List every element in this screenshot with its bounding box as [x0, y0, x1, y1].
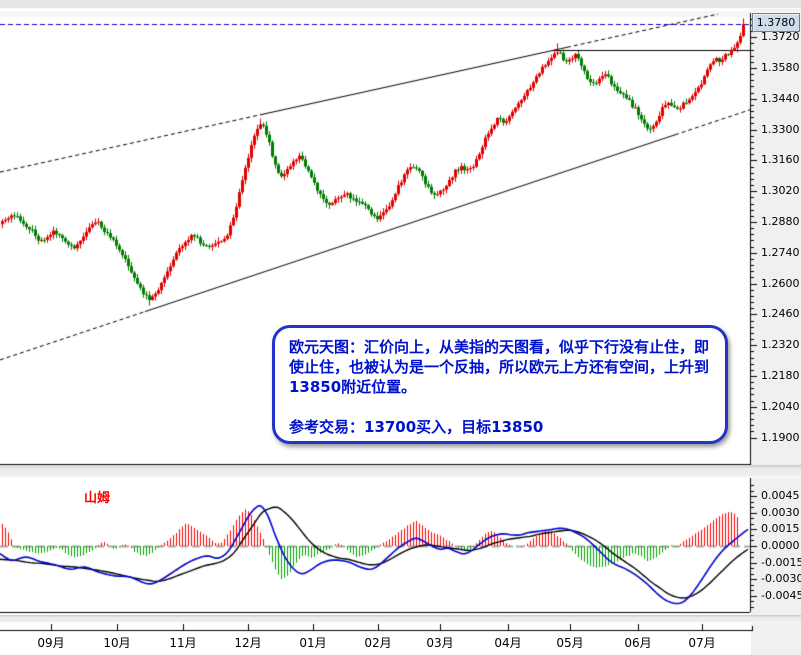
indicator-axis-label: -0.0030 [761, 572, 801, 586]
month-label: 12月 [234, 636, 262, 650]
month-label: 09月 [37, 636, 65, 650]
price-axis-label: 1.1900 [761, 430, 800, 444]
price-axis-label: 1.2040 [761, 399, 800, 413]
price-axis-label: 1.3020 [761, 184, 800, 198]
price-axis-label: 1.2320 [761, 338, 800, 352]
price-axis-label: 1.2180 [761, 369, 800, 382]
price-axis-label: 1.2460 [761, 307, 800, 321]
price-axis-label: 1.3580 [761, 61, 800, 74]
month-label: 11月 [169, 636, 197, 650]
indicator-axis-label: 0.0015 [761, 522, 800, 536]
month-label: 05月 [556, 636, 584, 650]
month-label: 01月 [299, 636, 327, 650]
annotation-trade-text: 参考交易：13700买入，目标13850 [289, 418, 544, 436]
month-label: 04月 [494, 636, 522, 650]
month-label: 07月 [688, 636, 716, 650]
analysis-annotation[interactable]: 欧元天图：汇价向上，从美指的天图看，似乎下行没有止住，即使止住，也被认为是一个反… [272, 325, 728, 444]
indicator-axis-label: 0.0030 [761, 505, 800, 519]
price-axis-label: 1.3160 [761, 153, 800, 167]
indicator-axis-label: 0.0000 [761, 539, 800, 552]
panel-splitter[interactable] [0, 465, 801, 478]
price-axis-label: 1.3300 [761, 122, 800, 136]
current-price-tag: 1.3780 [752, 13, 800, 32]
price-axis-label: 1.3720 [761, 30, 800, 44]
indicator-name-label: 山姆 [84, 491, 111, 506]
price-axis-label: 1.2600 [761, 276, 800, 290]
indicator-axis-label: -0.0045 [761, 588, 801, 602]
month-label: 02月 [364, 636, 392, 650]
month-label: 06月 [624, 636, 652, 650]
price-axis-label: 1.3440 [761, 91, 800, 105]
annotation-analysis-text: 欧元天图：汇价向上，从美指的天图看，似乎下行没有止住，即使止住，也被认为是一个反… [289, 338, 710, 396]
month-label: 10月 [103, 636, 131, 650]
price-axis-label: 1.2740 [761, 245, 800, 259]
indicator-axis-label: 0.0045 [761, 489, 800, 503]
indicator-axis-label: -0.0015 [761, 555, 801, 569]
bottom-splitter[interactable] [0, 615, 801, 623]
month-label: 03月 [426, 636, 454, 650]
price-axis-label: 1.2880 [761, 215, 800, 228]
